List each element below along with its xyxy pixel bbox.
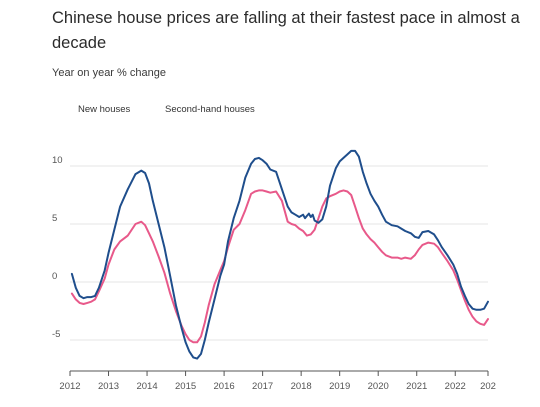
y-tick-label: -5 <box>52 329 60 340</box>
x-tick-label: 2015 <box>175 381 196 392</box>
chart-title: Chinese house prices are falling at thei… <box>52 9 520 52</box>
y-tick-label: 10 <box>52 155 63 166</box>
y-tick-label: 0 <box>52 271 57 282</box>
series-line-second-hand-houses <box>70 189 489 344</box>
x-tick-label: 202 <box>480 381 496 392</box>
legend-new-houses: New houses <box>78 104 131 115</box>
legend-second-hand-houses: Second-hand houses <box>165 104 255 115</box>
x-tick-label: 2014 <box>136 381 157 392</box>
x-tick-label: 2021 <box>406 381 427 392</box>
x-tick-label: 2019 <box>329 381 350 392</box>
x-tick-label: 2016 <box>214 381 235 392</box>
chart-subtitle: Year on year % change <box>52 67 166 79</box>
x-tick-label: 2017 <box>252 381 273 392</box>
y-tick-label: 5 <box>52 213 57 224</box>
x-tick-label: 2018 <box>291 381 312 392</box>
x-tick-label: 2020 <box>368 381 389 392</box>
series-line-new-houses <box>70 149 489 360</box>
x-tick-label: 2013 <box>98 381 119 392</box>
x-tick-label: 2022 <box>445 381 466 392</box>
x-tick-label: 2012 <box>59 381 80 392</box>
